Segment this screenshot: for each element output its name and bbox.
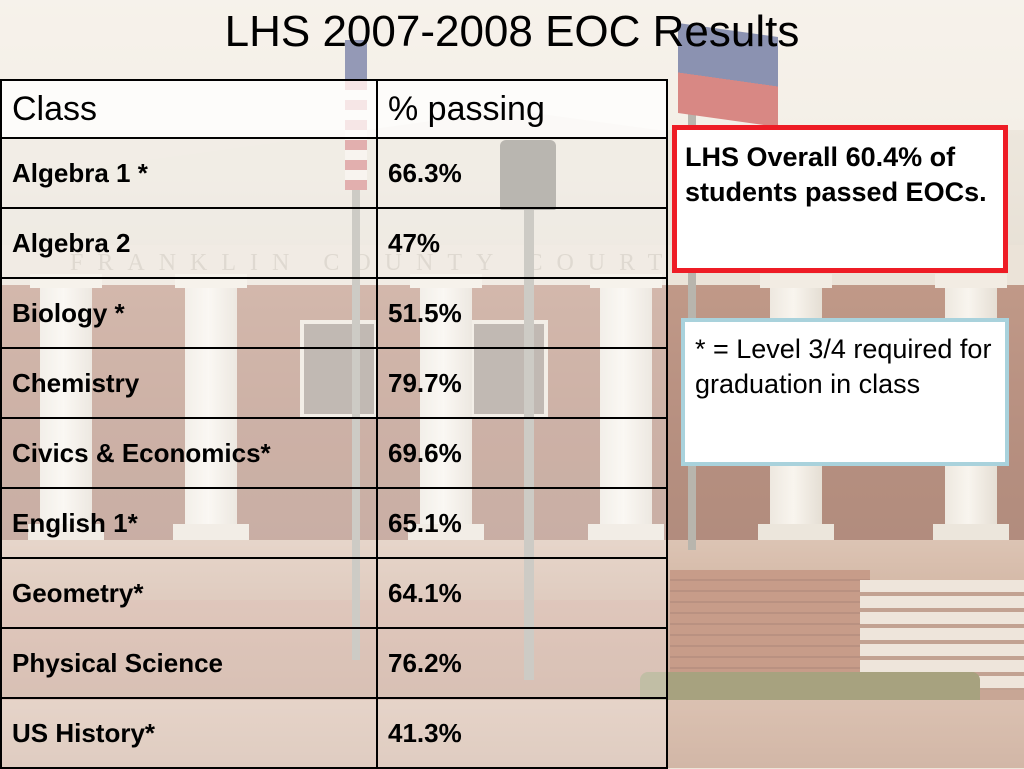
passing-cell: 64.1% <box>376 557 668 629</box>
column-header-passing: % passing <box>376 79 668 139</box>
table-row: Chemistry 79.7% <box>0 347 668 419</box>
passing-cell: 69.6% <box>376 417 668 489</box>
passing-cell: 41.3% <box>376 697 668 769</box>
class-cell: Civics & Economics* <box>0 417 378 489</box>
passing-cell: 47% <box>376 207 668 279</box>
class-cell: Algebra 2 <box>0 207 378 279</box>
graduation-requirement-note: * = Level 3/4 required for graduation in… <box>681 318 1009 466</box>
column-header-class: Class <box>0 79 378 139</box>
passing-cell: 66.3% <box>376 137 668 209</box>
class-cell: Biology * <box>0 277 378 349</box>
table-row: Biology * 51.5% <box>0 277 668 349</box>
table-header-row: Class % passing <box>0 79 668 139</box>
passing-cell: 65.1% <box>376 487 668 559</box>
table-row: Geometry* 64.1% <box>0 557 668 629</box>
slide-title: LHS 2007-2008 EOC Results <box>224 7 800 56</box>
class-cell: US History* <box>0 697 378 769</box>
class-cell: Algebra 1 * <box>0 137 378 209</box>
table-row: English 1* 65.1% <box>0 487 668 559</box>
table-row: Algebra 2 47% <box>0 207 668 279</box>
passing-cell: 79.7% <box>376 347 668 419</box>
table-row: US History* 41.3% <box>0 697 668 769</box>
class-cell: English 1* <box>0 487 378 559</box>
class-cell: Chemistry <box>0 347 378 419</box>
passing-cell: 51.5% <box>376 277 668 349</box>
overall-results-callout: LHS Overall 60.4% of students passed EOC… <box>672 125 1008 273</box>
passing-cell: 76.2% <box>376 627 668 699</box>
table-row: Civics & Economics* 69.6% <box>0 417 668 489</box>
eoc-results-table: Class % passing Algebra 1 * 66.3% Algebr… <box>0 79 668 769</box>
class-cell: Geometry* <box>0 557 378 629</box>
table-row: Algebra 1 * 66.3% <box>0 137 668 209</box>
class-cell: Physical Science <box>0 627 378 699</box>
table-row: Physical Science 76.2% <box>0 627 668 699</box>
